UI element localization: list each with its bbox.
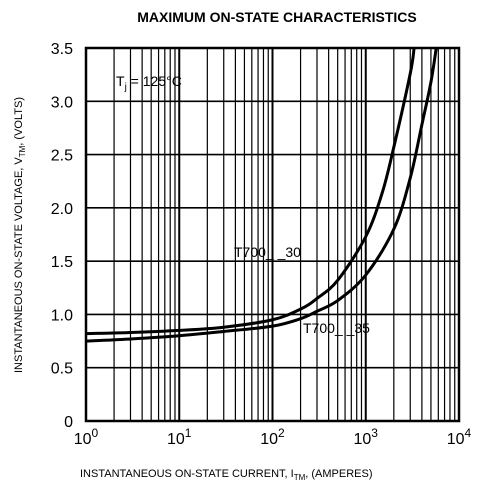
x-tick-label: 100	[74, 426, 99, 448]
condition-rest: = 125°C	[127, 73, 182, 89]
x-tick-base: 10	[447, 431, 465, 448]
x-tick-label: 102	[260, 426, 285, 448]
y-axis-label: INSTANTANEOUS ON-STATE VOLTAGE, VTM, (VO…	[13, 97, 27, 373]
x-axis-label-end: , (AMPERES)	[305, 468, 372, 480]
y-axis-label-sub: TM	[18, 145, 27, 157]
x-tick-base: 10	[260, 431, 278, 448]
series-label-35: T700_ _35	[303, 320, 370, 336]
x-tick-base: 10	[74, 431, 92, 448]
x-tick-base: 10	[354, 431, 372, 448]
y-tick-label: 0.5	[51, 361, 73, 378]
series-layer	[85, 47, 438, 343]
grid	[86, 48, 459, 421]
x-tick-exponent: 0	[92, 426, 99, 440]
x-tick-exponent: 3	[371, 426, 378, 440]
y-tick-label: 0	[64, 414, 73, 431]
series-line-1	[85, 47, 438, 343]
x-tick-base: 10	[167, 431, 185, 448]
condition-sub: j	[124, 82, 127, 93]
x-tick-labels: 100 101 102 103 104	[74, 426, 472, 448]
condition-annotation: Tj = 125°C	[116, 73, 182, 93]
series-label-30: T700_ _30	[234, 244, 301, 260]
chart-title: MAXIMUM ON-STATE CHARACTERISTICS	[137, 9, 416, 25]
y-tick-label: 1.0	[51, 307, 73, 324]
y-tick-label: 3.5	[51, 41, 73, 58]
x-axis-label: INSTANTANEOUS ON-STATE CURRENT, ITM, (AM…	[80, 468, 373, 482]
y-tick-labels: 0 0.5 1.0 1.5 2.0 2.5 3.0 3.5	[51, 41, 73, 431]
x-tick-exponent: 1	[185, 426, 192, 440]
x-tick-exponent: 4	[465, 426, 472, 440]
y-tick-label: 3.0	[51, 94, 73, 111]
x-tick-label: 101	[167, 426, 192, 448]
x-axis-label-main: INSTANTANEOUS ON-STATE CURRENT, I	[80, 468, 294, 480]
x-tick-label: 103	[354, 426, 379, 448]
series-line-0	[85, 47, 416, 336]
y-axis-label-end: , (VOLTS)	[13, 97, 25, 146]
y-tick-label: 2.0	[51, 201, 73, 218]
plot-frame	[84, 46, 461, 423]
condition-main: T	[116, 73, 125, 89]
x-tick-label: 104	[447, 426, 472, 448]
y-tick-label: 1.5	[51, 254, 73, 271]
y-tick-label: 2.5	[51, 148, 73, 165]
x-tick-exponent: 2	[278, 426, 285, 440]
y-axis-label-main: INSTANTANEOUS ON-STATE VOLTAGE, V	[13, 157, 25, 373]
x-axis-label-sub: TM	[294, 473, 306, 482]
